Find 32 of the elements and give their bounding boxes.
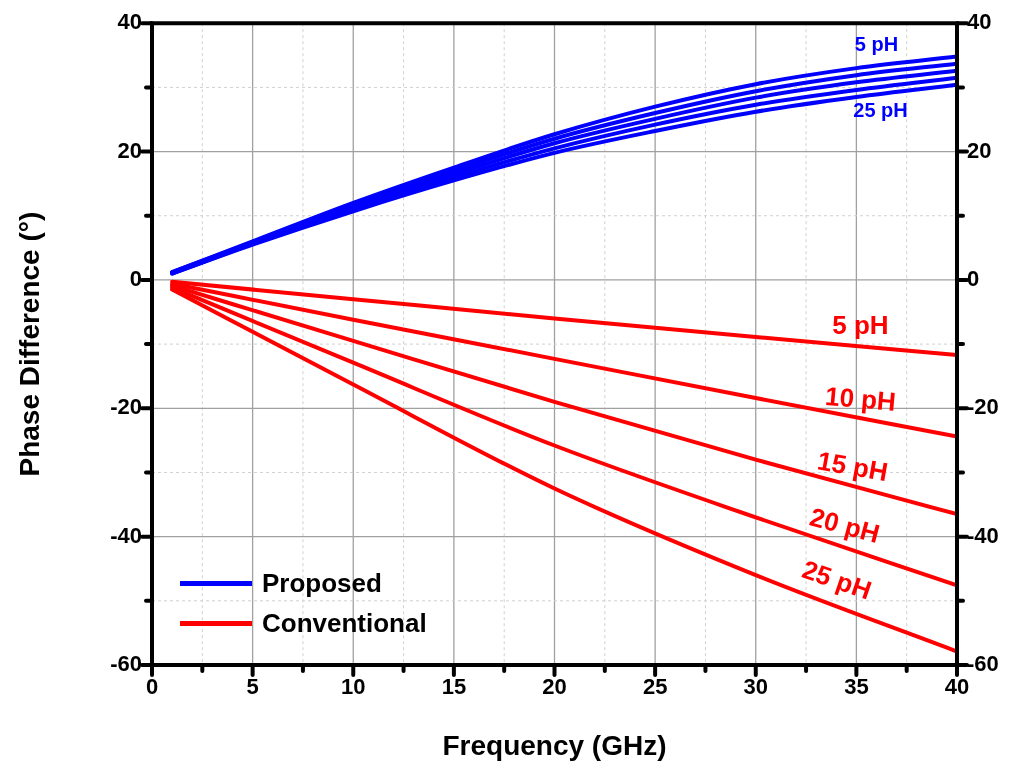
x-tick-label: 5 xyxy=(246,674,259,700)
annotation: 10 pH xyxy=(823,380,898,417)
legend-label: Conventional xyxy=(262,607,427,640)
y2-tick-label: -20 xyxy=(967,394,999,420)
y2-tick-label: -40 xyxy=(967,522,999,548)
x-tick-label: 0 xyxy=(145,674,159,700)
annotation: 20 pH xyxy=(806,501,883,549)
x-tick-label: 30 xyxy=(743,674,768,700)
annotation: 5 pH xyxy=(854,33,899,56)
annotation: 25 pH xyxy=(798,554,876,606)
y-tick-label: 0 xyxy=(129,265,142,291)
y2-tick-label: 20 xyxy=(967,137,992,163)
x-tick-label: 20 xyxy=(542,674,567,700)
x-axis-title: Frequency (GHz) xyxy=(442,729,667,761)
annotation: 5 pH xyxy=(832,309,889,340)
annotation: 15 pH xyxy=(815,445,891,488)
y-axis-title: Phase Difference (°) xyxy=(13,211,45,477)
y2-tick-label: 40 xyxy=(967,9,992,35)
x-tick-label: 25 xyxy=(642,674,668,700)
annotation: 25 pH xyxy=(853,98,908,121)
x-tick-label: 40 xyxy=(944,674,970,700)
x-tick-label: 10 xyxy=(341,674,366,700)
y2-tick-label: -60 xyxy=(967,651,999,677)
y-tick-label: -60 xyxy=(110,651,142,677)
y-tick-label: 40 xyxy=(117,9,142,35)
y2-tick-label: 0 xyxy=(967,265,980,291)
legend-label: Proposed xyxy=(262,567,382,600)
y-tick-label: 20 xyxy=(117,137,142,163)
x-tick-label: 35 xyxy=(844,674,869,700)
x-tick-label: 15 xyxy=(441,674,467,700)
y-tick-label: -40 xyxy=(110,522,142,548)
y-tick-label: -20 xyxy=(110,394,142,420)
